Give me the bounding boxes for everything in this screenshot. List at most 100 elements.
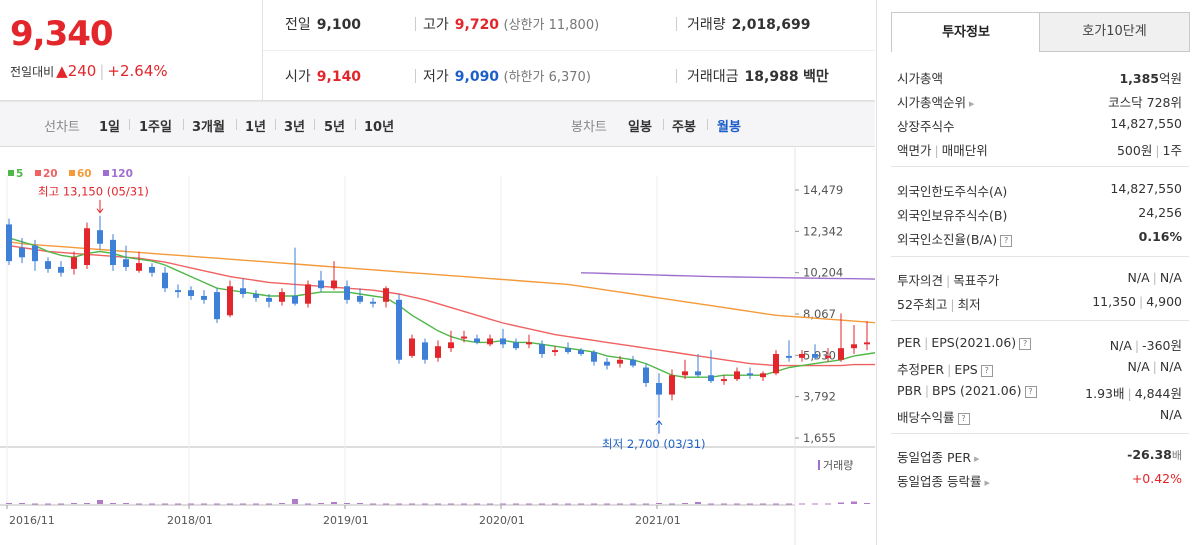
candle-body xyxy=(331,280,337,289)
candle-body xyxy=(318,280,324,289)
candle-body xyxy=(84,228,90,266)
volume-bar xyxy=(864,503,870,504)
volume-bar xyxy=(292,499,298,504)
volume-bar xyxy=(162,503,168,505)
tab-invest-info[interactable]: 투자정보 xyxy=(891,12,1041,52)
y-tick-label: 12,342 xyxy=(803,224,843,238)
volume-bar xyxy=(760,503,766,505)
volume-bar xyxy=(578,503,584,505)
candle-body xyxy=(383,288,389,302)
volume-bar xyxy=(799,503,805,505)
volume-bar xyxy=(396,503,402,505)
volume-bar xyxy=(565,503,571,505)
help-icon[interactable]: ? xyxy=(1019,337,1032,350)
candle-body xyxy=(695,371,701,376)
volume-bar xyxy=(175,503,181,505)
volume-bar xyxy=(513,503,519,505)
legend-label-60: 60 xyxy=(77,168,92,180)
tab-order-book[interactable]: 호가10단계 xyxy=(1039,12,1190,52)
volume-bar xyxy=(253,503,259,505)
volume-bar xyxy=(708,503,714,505)
price-box: 9,340 전일대비 ▲240 | +2.64% xyxy=(0,0,263,101)
volume-bar xyxy=(136,503,142,505)
tab-5year[interactable]: 5년 xyxy=(324,120,346,135)
candle-body xyxy=(214,292,220,320)
candle-body xyxy=(45,261,51,269)
volume-bar xyxy=(84,503,90,504)
tab-daily[interactable]: 일봉 xyxy=(628,120,652,135)
tab-weekly[interactable]: 주봉 xyxy=(672,120,696,135)
volume-bar xyxy=(747,503,753,505)
volume-bar xyxy=(526,503,532,505)
legend-swatch-60 xyxy=(69,170,75,176)
candle-body xyxy=(461,336,467,339)
candle-body xyxy=(188,290,194,296)
candle-body xyxy=(526,342,532,345)
max-arrow-head-icon xyxy=(96,208,104,214)
volume-bar xyxy=(435,503,441,505)
volume-bar xyxy=(240,503,246,505)
candle-body xyxy=(565,348,571,353)
x-tick-label: 2020/01 xyxy=(479,514,525,527)
ma120-line xyxy=(580,272,875,280)
tab-monthly[interactable]: 월봉 xyxy=(717,120,741,135)
line-chart-label: 선차트 xyxy=(44,120,80,135)
candle-body xyxy=(6,224,12,262)
price-change: 전일대비 ▲240 | +2.64% xyxy=(10,62,168,80)
volume-bar xyxy=(19,503,25,504)
x-tick-label: 2016/11 xyxy=(9,514,55,527)
candle-body xyxy=(162,272,168,289)
candle-body xyxy=(97,230,103,244)
candle-chart-label: 봉차트 xyxy=(571,120,607,135)
chart-period-tabs: 선차트 1일 1주일 3개월 1년 3년 5년 10년 봉차트 일봉 주봉 월봉 xyxy=(0,101,875,147)
help-icon[interactable]: ? xyxy=(1024,385,1037,398)
candle-body xyxy=(760,373,766,378)
legend-label-120: 120 xyxy=(111,168,133,180)
candle-body xyxy=(58,266,64,273)
help-icon[interactable]: ? xyxy=(957,412,970,425)
candle-body xyxy=(721,379,727,382)
volume-bar xyxy=(201,503,207,505)
candle-body xyxy=(864,342,870,345)
candle-body xyxy=(175,290,181,293)
candle-body xyxy=(630,359,636,366)
candle-body xyxy=(851,344,857,349)
candle-body xyxy=(370,301,376,304)
candle-body xyxy=(435,346,441,358)
legend-swatch-20 xyxy=(35,170,41,176)
volume-bar xyxy=(734,503,740,505)
candle-body xyxy=(500,338,506,345)
candle-body xyxy=(71,257,77,269)
candle-body xyxy=(292,295,298,304)
tab-1day[interactable]: 1일 xyxy=(99,120,121,135)
tab-3year[interactable]: 3년 xyxy=(284,120,306,135)
volume-bar xyxy=(149,503,155,505)
volume-bar xyxy=(422,503,428,505)
candle-body xyxy=(513,342,519,349)
candle-body xyxy=(799,353,805,358)
candle-body xyxy=(110,239,116,266)
x-tick-label: 2018/01 xyxy=(167,514,213,527)
candle-body xyxy=(591,352,597,362)
volume-bar xyxy=(617,503,623,505)
volume-bar xyxy=(71,503,77,504)
candle-body xyxy=(240,288,246,295)
tab-1year[interactable]: 1년 xyxy=(245,120,267,135)
help-icon[interactable]: ? xyxy=(1000,234,1013,247)
ma60-line xyxy=(8,241,875,324)
help-icon[interactable]: ? xyxy=(980,364,993,377)
candle-body xyxy=(279,292,285,302)
volume-bar xyxy=(604,503,610,505)
volume-bar xyxy=(279,503,285,504)
tab-3month[interactable]: 3개월 xyxy=(192,120,225,135)
volume-bar xyxy=(682,503,688,504)
candle-body xyxy=(552,350,558,353)
candle-body xyxy=(812,353,818,358)
ma20-line xyxy=(8,245,875,367)
volume-bar xyxy=(461,503,467,505)
tab-10year[interactable]: 10년 xyxy=(364,120,395,135)
volume-bar xyxy=(305,503,311,505)
volume-bar xyxy=(6,503,12,504)
volume-bar xyxy=(318,503,324,504)
tab-1week[interactable]: 1주일 xyxy=(139,120,172,135)
